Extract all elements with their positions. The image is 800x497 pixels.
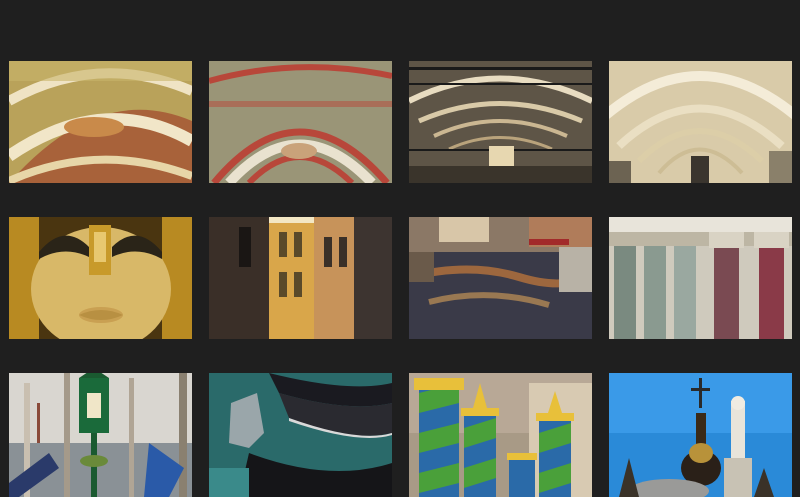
white-arcade-vault-icon <box>609 61 792 183</box>
striped-mooring-poles-icon <box>409 373 592 497</box>
gondolas-lagoon-icon <box>9 373 192 497</box>
thumbnail-gondola-bows[interactable] <box>209 373 392 497</box>
marble-columns-icon <box>609 217 792 339</box>
thumbnail-narrow-street[interactable] <box>209 217 392 339</box>
thumbnail-marble-columns[interactable] <box>609 217 792 339</box>
gondola-bows-icon <box>209 373 392 497</box>
thumbnail-painted-vault[interactable] <box>9 61 192 183</box>
thumbnail-white-arcade[interactable] <box>609 61 792 183</box>
painted-vault-ceiling-icon <box>9 61 192 183</box>
frescoed-arches-icon <box>209 61 392 183</box>
thumbnail-arcade-corridor[interactable] <box>409 61 592 183</box>
thumbnail-canal[interactable] <box>409 217 592 339</box>
arcade-corridor-icon <box>409 61 592 183</box>
thumbnail-frescoed-arches[interactable] <box>209 61 392 183</box>
thumbnail-basilica-domes[interactable] <box>609 373 792 497</box>
narrow-street-facades-icon <box>209 217 392 339</box>
thumbnail-gondolas-lagoon[interactable] <box>9 373 192 497</box>
canal-reflections-icon <box>409 217 592 339</box>
thumbnail-mooring-poles[interactable] <box>409 373 592 497</box>
basilica-domes-statue-icon <box>609 373 792 497</box>
golden-carnival-mask-icon <box>9 217 192 339</box>
thumbnail-carnival-mask[interactable] <box>9 217 192 339</box>
